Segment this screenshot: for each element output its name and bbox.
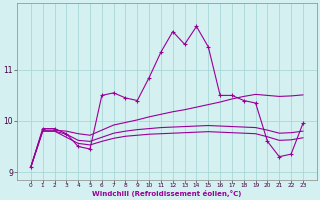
X-axis label: Windchill (Refroidissement éolien,°C): Windchill (Refroidissement éolien,°C) <box>92 190 242 197</box>
